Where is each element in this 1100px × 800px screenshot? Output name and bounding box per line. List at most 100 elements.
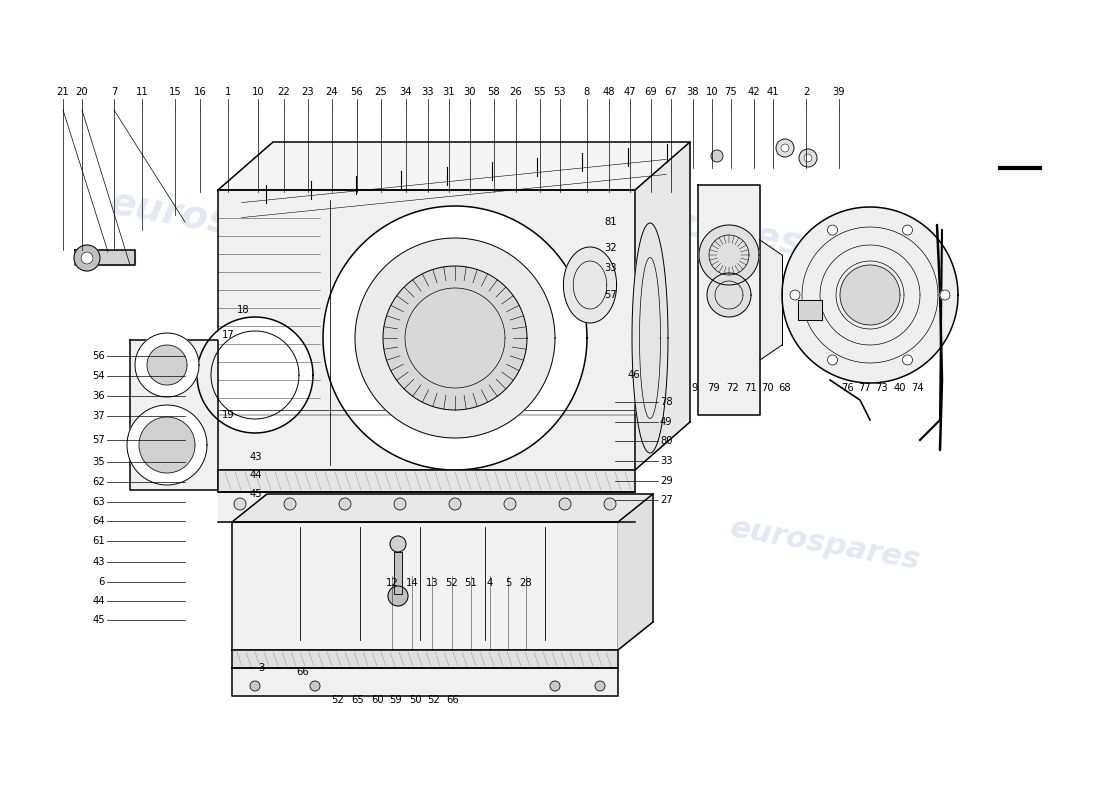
Text: 4: 4 (487, 578, 493, 588)
Text: 64: 64 (92, 516, 104, 526)
Circle shape (604, 498, 616, 510)
Polygon shape (632, 223, 668, 453)
Text: 10: 10 (706, 87, 718, 97)
Text: 53: 53 (553, 87, 566, 97)
Text: 45: 45 (250, 489, 262, 499)
Polygon shape (355, 238, 556, 438)
Text: 68: 68 (779, 383, 791, 393)
Polygon shape (232, 668, 618, 696)
Text: 49: 49 (660, 417, 672, 427)
Text: 52: 52 (446, 578, 459, 588)
Text: 3: 3 (257, 663, 264, 673)
Circle shape (776, 139, 794, 157)
Text: 44: 44 (250, 470, 262, 480)
Text: 56: 56 (92, 351, 104, 361)
Polygon shape (75, 250, 135, 265)
Polygon shape (197, 317, 314, 433)
Polygon shape (760, 240, 782, 360)
Polygon shape (707, 273, 751, 317)
Text: 65: 65 (352, 695, 364, 705)
Text: 55: 55 (534, 87, 547, 97)
Text: 36: 36 (92, 391, 104, 401)
Polygon shape (840, 265, 900, 325)
Text: 26: 26 (509, 87, 522, 97)
Text: 38: 38 (686, 87, 700, 97)
Text: 37: 37 (92, 411, 104, 421)
Text: 48: 48 (603, 87, 615, 97)
Polygon shape (383, 266, 527, 410)
Text: 21: 21 (56, 87, 69, 97)
Circle shape (390, 536, 406, 552)
Text: 74: 74 (912, 383, 924, 393)
Circle shape (559, 498, 571, 510)
Circle shape (250, 681, 260, 691)
Text: 45: 45 (92, 615, 104, 625)
Text: 63: 63 (92, 497, 104, 507)
Polygon shape (218, 190, 635, 470)
Text: 11: 11 (135, 87, 149, 97)
Polygon shape (232, 494, 653, 522)
Text: 62: 62 (92, 477, 104, 487)
Text: 67: 67 (664, 87, 678, 97)
Text: 9: 9 (692, 383, 698, 393)
Text: 28: 28 (519, 578, 532, 588)
Circle shape (394, 498, 406, 510)
Circle shape (790, 290, 800, 300)
Circle shape (799, 149, 817, 167)
Text: 57: 57 (92, 435, 104, 445)
Text: 80: 80 (660, 436, 672, 446)
Text: 32: 32 (604, 243, 617, 253)
Text: 41: 41 (767, 87, 779, 97)
Text: 39: 39 (833, 87, 845, 97)
Text: 50: 50 (409, 695, 421, 705)
Text: 71: 71 (745, 383, 758, 393)
Circle shape (284, 498, 296, 510)
Text: 15: 15 (168, 87, 182, 97)
Polygon shape (798, 300, 822, 320)
Circle shape (804, 154, 812, 162)
Circle shape (449, 498, 461, 510)
Polygon shape (782, 207, 958, 383)
Text: 12: 12 (386, 578, 398, 588)
Circle shape (940, 290, 950, 300)
Text: 10: 10 (252, 87, 264, 97)
Polygon shape (394, 552, 402, 594)
Text: 18: 18 (236, 305, 250, 315)
Text: 46: 46 (628, 370, 640, 380)
Polygon shape (232, 650, 618, 668)
Text: 43: 43 (250, 452, 262, 462)
Text: 17: 17 (221, 330, 234, 340)
Text: 42: 42 (748, 87, 760, 97)
Text: 77: 77 (859, 383, 871, 393)
Circle shape (711, 150, 723, 162)
Text: 73: 73 (876, 383, 889, 393)
Text: 70: 70 (761, 383, 774, 393)
Polygon shape (323, 206, 587, 470)
Text: 25: 25 (375, 87, 387, 97)
Polygon shape (218, 492, 635, 522)
Circle shape (74, 245, 100, 271)
Text: 43: 43 (92, 557, 104, 567)
Circle shape (310, 681, 320, 691)
Text: 60: 60 (372, 695, 384, 705)
Text: 29: 29 (660, 476, 673, 486)
Polygon shape (698, 185, 760, 415)
Text: 69: 69 (645, 87, 658, 97)
Text: eurospares: eurospares (107, 184, 355, 264)
Polygon shape (635, 142, 690, 470)
Polygon shape (218, 470, 635, 492)
Circle shape (504, 498, 516, 510)
Text: 7: 7 (111, 87, 118, 97)
Text: 30: 30 (464, 87, 476, 97)
Polygon shape (563, 247, 617, 323)
Text: 14: 14 (406, 578, 418, 588)
Circle shape (234, 498, 246, 510)
Text: 56: 56 (351, 87, 363, 97)
Circle shape (902, 355, 913, 365)
Text: 24: 24 (326, 87, 339, 97)
Text: 19: 19 (221, 410, 234, 420)
Polygon shape (618, 494, 653, 650)
Text: 61: 61 (92, 536, 104, 546)
Text: eurospares: eurospares (727, 513, 923, 575)
Polygon shape (139, 417, 195, 473)
